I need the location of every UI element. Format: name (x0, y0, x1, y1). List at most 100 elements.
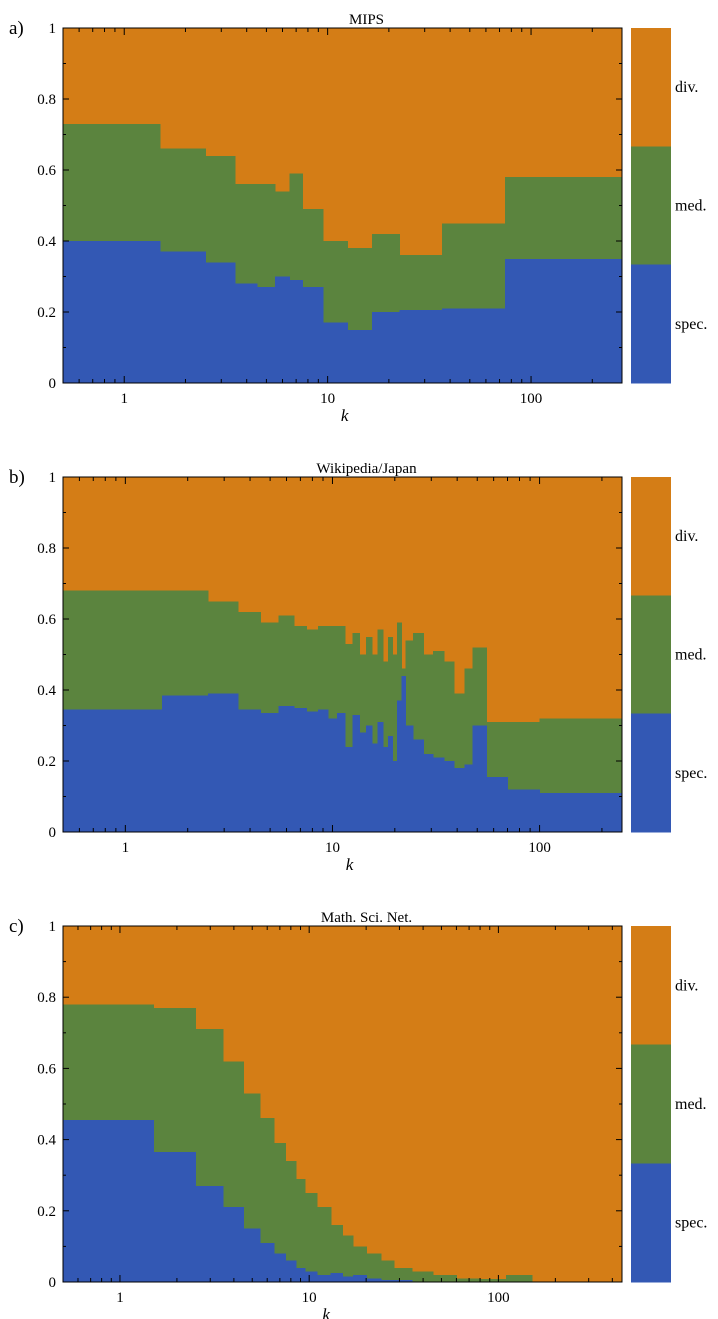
area-med-segment (443, 661, 455, 761)
y-tick-label: 0.8 (37, 990, 56, 1006)
area-spec-segment (160, 251, 206, 383)
y-tick-label: 0.2 (37, 1204, 56, 1220)
area-med-segment (273, 1143, 287, 1254)
area-med-segment (160, 148, 206, 252)
series-med (63, 123, 623, 330)
area-spec-segment (285, 1260, 297, 1282)
y-tick-label: 1 (49, 21, 57, 37)
legend-swatch-med (631, 146, 671, 266)
area-med-segment (342, 1235, 354, 1277)
y-tick-label: 0.4 (37, 683, 56, 699)
area-spec-segment (327, 718, 338, 832)
area-med-segment (317, 1207, 332, 1275)
legend: div. med. spec. (631, 926, 707, 1283)
y-tick-label: 0.4 (37, 1133, 56, 1149)
x-tick-label: 10 (325, 840, 340, 856)
area-spec-segment (293, 707, 308, 832)
area-spec-segment (352, 714, 361, 832)
x-tick-label: 10 (302, 1290, 317, 1306)
area-spec-segment (366, 1278, 382, 1282)
area-med-segment (222, 1061, 245, 1208)
x-tick-label: 100 (528, 840, 551, 856)
area-med-segment (366, 1253, 382, 1279)
x-tick-label: 1 (122, 840, 130, 856)
area-spec-segment (432, 757, 445, 832)
chart-title: Math. Sci. Net. (321, 910, 412, 926)
legend-label-spec: spec. (675, 765, 707, 782)
panel-label: c) (9, 916, 24, 937)
panel-b: 0 0.2 0.4 0.6 0.8 1 1 10 100 k Wikipedia/Japan b) di… (9, 461, 707, 874)
area-med-segment (371, 654, 379, 744)
area-spec-segment (323, 322, 348, 383)
series-spec (63, 1120, 413, 1282)
area-spec-segment (63, 241, 161, 383)
area-spec-segment (352, 1274, 367, 1282)
x-tick-label: 1 (120, 391, 128, 407)
area-spec-segment (222, 1207, 245, 1282)
area-spec-segment (413, 739, 425, 832)
area-spec-segment (330, 1273, 344, 1282)
area-spec-segment (302, 287, 324, 383)
area-spec-segment (382, 746, 389, 832)
area-med-segment (274, 191, 291, 277)
area-spec-segment (295, 1267, 306, 1282)
legend-label-med: med. (675, 647, 707, 664)
area-spec-segment (399, 310, 443, 383)
area-med-segment (336, 626, 346, 714)
area-spec-segment (345, 746, 354, 832)
area-spec-segment (274, 276, 291, 383)
area-spec-segment (260, 1242, 275, 1282)
area-spec-segment (359, 732, 367, 832)
y-tick-label: 0.4 (37, 234, 56, 250)
area-med-segment (234, 184, 258, 284)
area-spec-segment (195, 1185, 224, 1282)
area-spec-segment (442, 308, 506, 383)
y-tick-label: 0.6 (37, 612, 56, 628)
y-tick-label: 0.8 (37, 92, 56, 108)
area-med-segment (464, 668, 474, 765)
area-spec-segment (472, 725, 488, 832)
area-spec-segment (257, 287, 276, 383)
area-spec-segment (234, 283, 258, 383)
x-tick-label: 10 (320, 391, 335, 407)
area-med-segment (345, 643, 354, 747)
area-spec-segment (486, 776, 509, 832)
area-spec-segment (563, 792, 623, 832)
y-tick-label: 0.6 (37, 163, 56, 179)
area-med-segment (507, 721, 541, 790)
area-spec-segment (161, 695, 209, 832)
area-spec-segment (278, 705, 295, 832)
area-spec-segment (63, 1120, 154, 1282)
area-med-segment (405, 640, 414, 726)
area-med-segment (397, 622, 402, 701)
area-med-segment (347, 248, 373, 330)
chart-title: Wikipedia/Japan (316, 461, 417, 477)
legend-swatch-spec (631, 713, 671, 833)
panel-label: a) (9, 18, 24, 39)
area-med-segment (63, 123, 161, 241)
area-spec-segment (63, 709, 163, 832)
area-spec-segment (381, 1280, 395, 1282)
area-spec-segment (397, 700, 402, 832)
area-spec-segment (371, 743, 379, 832)
area-med-segment (442, 223, 506, 309)
area-spec-segment (336, 713, 346, 832)
panel-a: 0 0.2 0.4 0.6 0.8 1 1 10 100 k MIPS a) div. med. spec. (9, 12, 707, 425)
x-axis-label: k (346, 855, 354, 874)
legend-swatch-spec (631, 264, 671, 384)
area-med-segment (480, 1279, 507, 1282)
area-med-segment (381, 1260, 395, 1281)
series-spec (63, 675, 623, 832)
area-spec-segment (453, 768, 466, 832)
y-tick-label: 0.6 (37, 1061, 56, 1077)
legend-label-div: div. (675, 977, 698, 994)
area-med-segment (207, 601, 239, 694)
area-med-segment (392, 654, 398, 761)
area-med-segment (453, 693, 466, 769)
y-tick-label: 0.8 (37, 541, 56, 557)
legend: div. med. spec. (631, 28, 707, 384)
area-med-segment (317, 626, 329, 710)
area-med-segment (432, 1274, 458, 1282)
y-tick-label: 0.2 (37, 305, 56, 321)
